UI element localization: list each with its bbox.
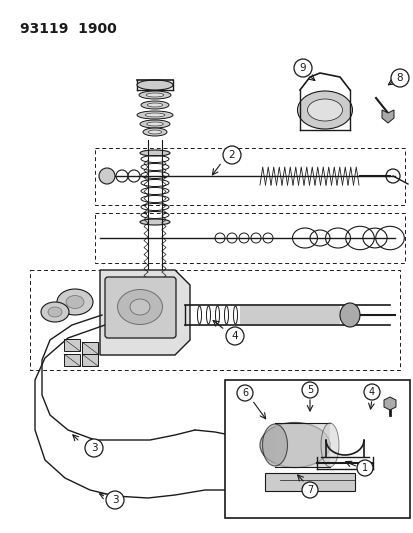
Bar: [64, 339, 80, 351]
Ellipse shape: [41, 302, 69, 322]
Text: 3: 3: [112, 495, 118, 505]
FancyBboxPatch shape: [105, 277, 176, 338]
Circle shape: [106, 491, 124, 509]
Ellipse shape: [320, 423, 338, 467]
Ellipse shape: [147, 103, 162, 107]
Circle shape: [223, 146, 240, 164]
Ellipse shape: [142, 128, 166, 136]
Text: 6: 6: [241, 388, 247, 398]
Ellipse shape: [146, 93, 164, 97]
Circle shape: [356, 460, 372, 476]
Ellipse shape: [145, 113, 164, 117]
Text: 7: 7: [306, 485, 312, 495]
Ellipse shape: [66, 295, 84, 309]
Ellipse shape: [48, 307, 62, 317]
Text: 4: 4: [368, 387, 374, 397]
Bar: [64, 354, 80, 366]
Circle shape: [390, 69, 408, 87]
Text: 4: 4: [231, 331, 238, 341]
Ellipse shape: [259, 423, 329, 467]
Bar: [264, 473, 354, 491]
Circle shape: [85, 439, 103, 457]
Circle shape: [99, 168, 115, 184]
Ellipse shape: [141, 101, 169, 109]
Text: 8: 8: [396, 73, 402, 83]
Ellipse shape: [339, 303, 359, 327]
Text: 93119  1900: 93119 1900: [20, 22, 116, 36]
Circle shape: [301, 482, 317, 498]
Bar: [274, 423, 329, 467]
Text: 9: 9: [299, 63, 306, 73]
Circle shape: [363, 384, 379, 400]
Ellipse shape: [130, 299, 150, 315]
Polygon shape: [100, 270, 190, 355]
Ellipse shape: [140, 150, 170, 156]
Ellipse shape: [146, 122, 163, 126]
Ellipse shape: [140, 120, 170, 128]
Text: 3: 3: [90, 443, 97, 453]
Ellipse shape: [117, 289, 162, 325]
Ellipse shape: [139, 91, 171, 99]
Text: 5: 5: [306, 385, 312, 395]
Ellipse shape: [57, 289, 93, 315]
Ellipse shape: [297, 91, 351, 129]
Polygon shape: [381, 110, 393, 123]
Ellipse shape: [148, 130, 161, 134]
Text: 1: 1: [361, 463, 367, 473]
Ellipse shape: [137, 111, 173, 119]
Ellipse shape: [140, 219, 170, 225]
Circle shape: [236, 385, 252, 401]
Bar: [224, 380, 409, 518]
Bar: [240, 306, 339, 324]
Polygon shape: [383, 397, 395, 410]
Ellipse shape: [307, 99, 342, 121]
Bar: [82, 354, 98, 366]
Bar: [82, 342, 98, 354]
Circle shape: [225, 327, 243, 345]
Circle shape: [301, 382, 317, 398]
Ellipse shape: [137, 80, 173, 90]
Circle shape: [293, 59, 311, 77]
Text: 2: 2: [228, 150, 235, 160]
Ellipse shape: [262, 424, 287, 466]
